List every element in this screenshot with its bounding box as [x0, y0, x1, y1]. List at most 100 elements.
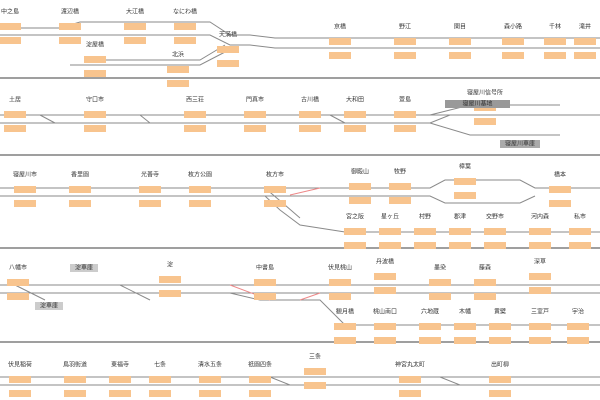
platform: [484, 242, 506, 249]
platform: [344, 125, 366, 132]
platform: [544, 52, 566, 59]
platform: [264, 186, 286, 193]
station-label: 枚方公園: [188, 171, 212, 179]
platform: [334, 323, 356, 330]
platform: [109, 376, 131, 383]
platform: [394, 52, 416, 59]
platform: [64, 376, 86, 383]
platform: [184, 125, 206, 132]
platform: [189, 186, 211, 193]
depot-box: [500, 140, 540, 148]
platform: [489, 323, 511, 330]
station-label: 村野: [419, 213, 431, 221]
platform: [159, 276, 181, 283]
platform: [474, 279, 496, 286]
station-label: 寝屋川信号所: [467, 89, 503, 97]
station-label: 土居: [9, 96, 21, 104]
station-label: 東福寺: [111, 361, 129, 369]
station-label: 中書島: [256, 264, 274, 272]
platform: [299, 111, 321, 118]
platform: [449, 52, 471, 59]
platform: [329, 293, 351, 300]
platform: [84, 125, 106, 132]
platform: [14, 186, 36, 193]
station-label: 御殿山: [351, 168, 369, 176]
depot-label: 寝屋川基地: [462, 100, 492, 108]
station-label: 古川橋: [301, 96, 319, 104]
platform: [167, 66, 189, 73]
station-label: 光善寺: [141, 171, 159, 179]
platform: [574, 52, 596, 59]
platform: [574, 38, 596, 45]
platform: [399, 376, 421, 383]
station-label: 丹波橋: [376, 258, 394, 266]
platform: [84, 111, 106, 118]
station-label: 神宮丸太町: [395, 361, 425, 369]
platform: [529, 323, 551, 330]
platform: [189, 200, 211, 207]
platform: [567, 337, 589, 344]
depot-label: 淀車庫: [75, 264, 93, 272]
station-label: 大江橋: [126, 8, 144, 16]
platform: [254, 293, 276, 300]
platform: [217, 60, 239, 67]
platform: [329, 279, 351, 286]
platform: [174, 23, 196, 30]
platform: [429, 279, 451, 286]
platform: [124, 23, 146, 30]
platform: [167, 80, 189, 87]
platform: [199, 376, 221, 383]
station-label: 三室戸: [531, 308, 549, 316]
station-label: 三条: [309, 353, 321, 361]
platform: [474, 293, 496, 300]
platform: [394, 38, 416, 45]
station-label: 藤森: [479, 264, 491, 272]
platform: [299, 125, 321, 132]
station-label: 郡津: [454, 213, 466, 221]
platform: [69, 200, 91, 207]
platform: [109, 390, 131, 397]
platform: [374, 287, 396, 294]
platform: [184, 111, 206, 118]
platform: [149, 376, 171, 383]
station-label: 寝屋川市: [13, 171, 37, 179]
platform: [249, 390, 271, 397]
platform: [139, 186, 161, 193]
station-label: 滝井: [579, 23, 591, 31]
platform: [174, 37, 196, 44]
station-label: 私市: [574, 213, 586, 221]
platform: [549, 200, 571, 207]
platform: [454, 192, 476, 199]
station-label: 六地蔵: [421, 308, 439, 316]
platform: [304, 368, 326, 375]
station-label: 墨染: [434, 264, 446, 272]
platform: [389, 197, 411, 204]
station-label: 清水五条: [198, 361, 222, 369]
platform: [59, 37, 81, 44]
station-label: 観月橋: [336, 308, 354, 316]
platform: [379, 228, 401, 235]
station-label: 樟葉: [459, 163, 471, 171]
platform: [394, 111, 416, 118]
station-label: 黄檗: [494, 308, 506, 316]
platform: [474, 118, 496, 125]
station-label: 大和田: [346, 96, 364, 104]
depot-box: [445, 100, 510, 108]
platform: [249, 376, 271, 383]
platform: [334, 337, 356, 344]
depot-label: 寝屋川車庫: [505, 140, 535, 148]
platform: [7, 293, 29, 300]
station-label: 門真市: [246, 96, 264, 104]
platform: [569, 242, 591, 249]
platform: [449, 38, 471, 45]
platform: [329, 52, 351, 59]
platform: [502, 38, 524, 45]
station-label: 淀: [167, 261, 173, 269]
station-label: 星ヶ丘: [381, 214, 399, 221]
station-label: 千林: [549, 23, 561, 31]
platform: [549, 186, 571, 193]
station-label: 北浜: [172, 51, 184, 59]
platform: [484, 228, 506, 235]
platform: [84, 70, 106, 77]
